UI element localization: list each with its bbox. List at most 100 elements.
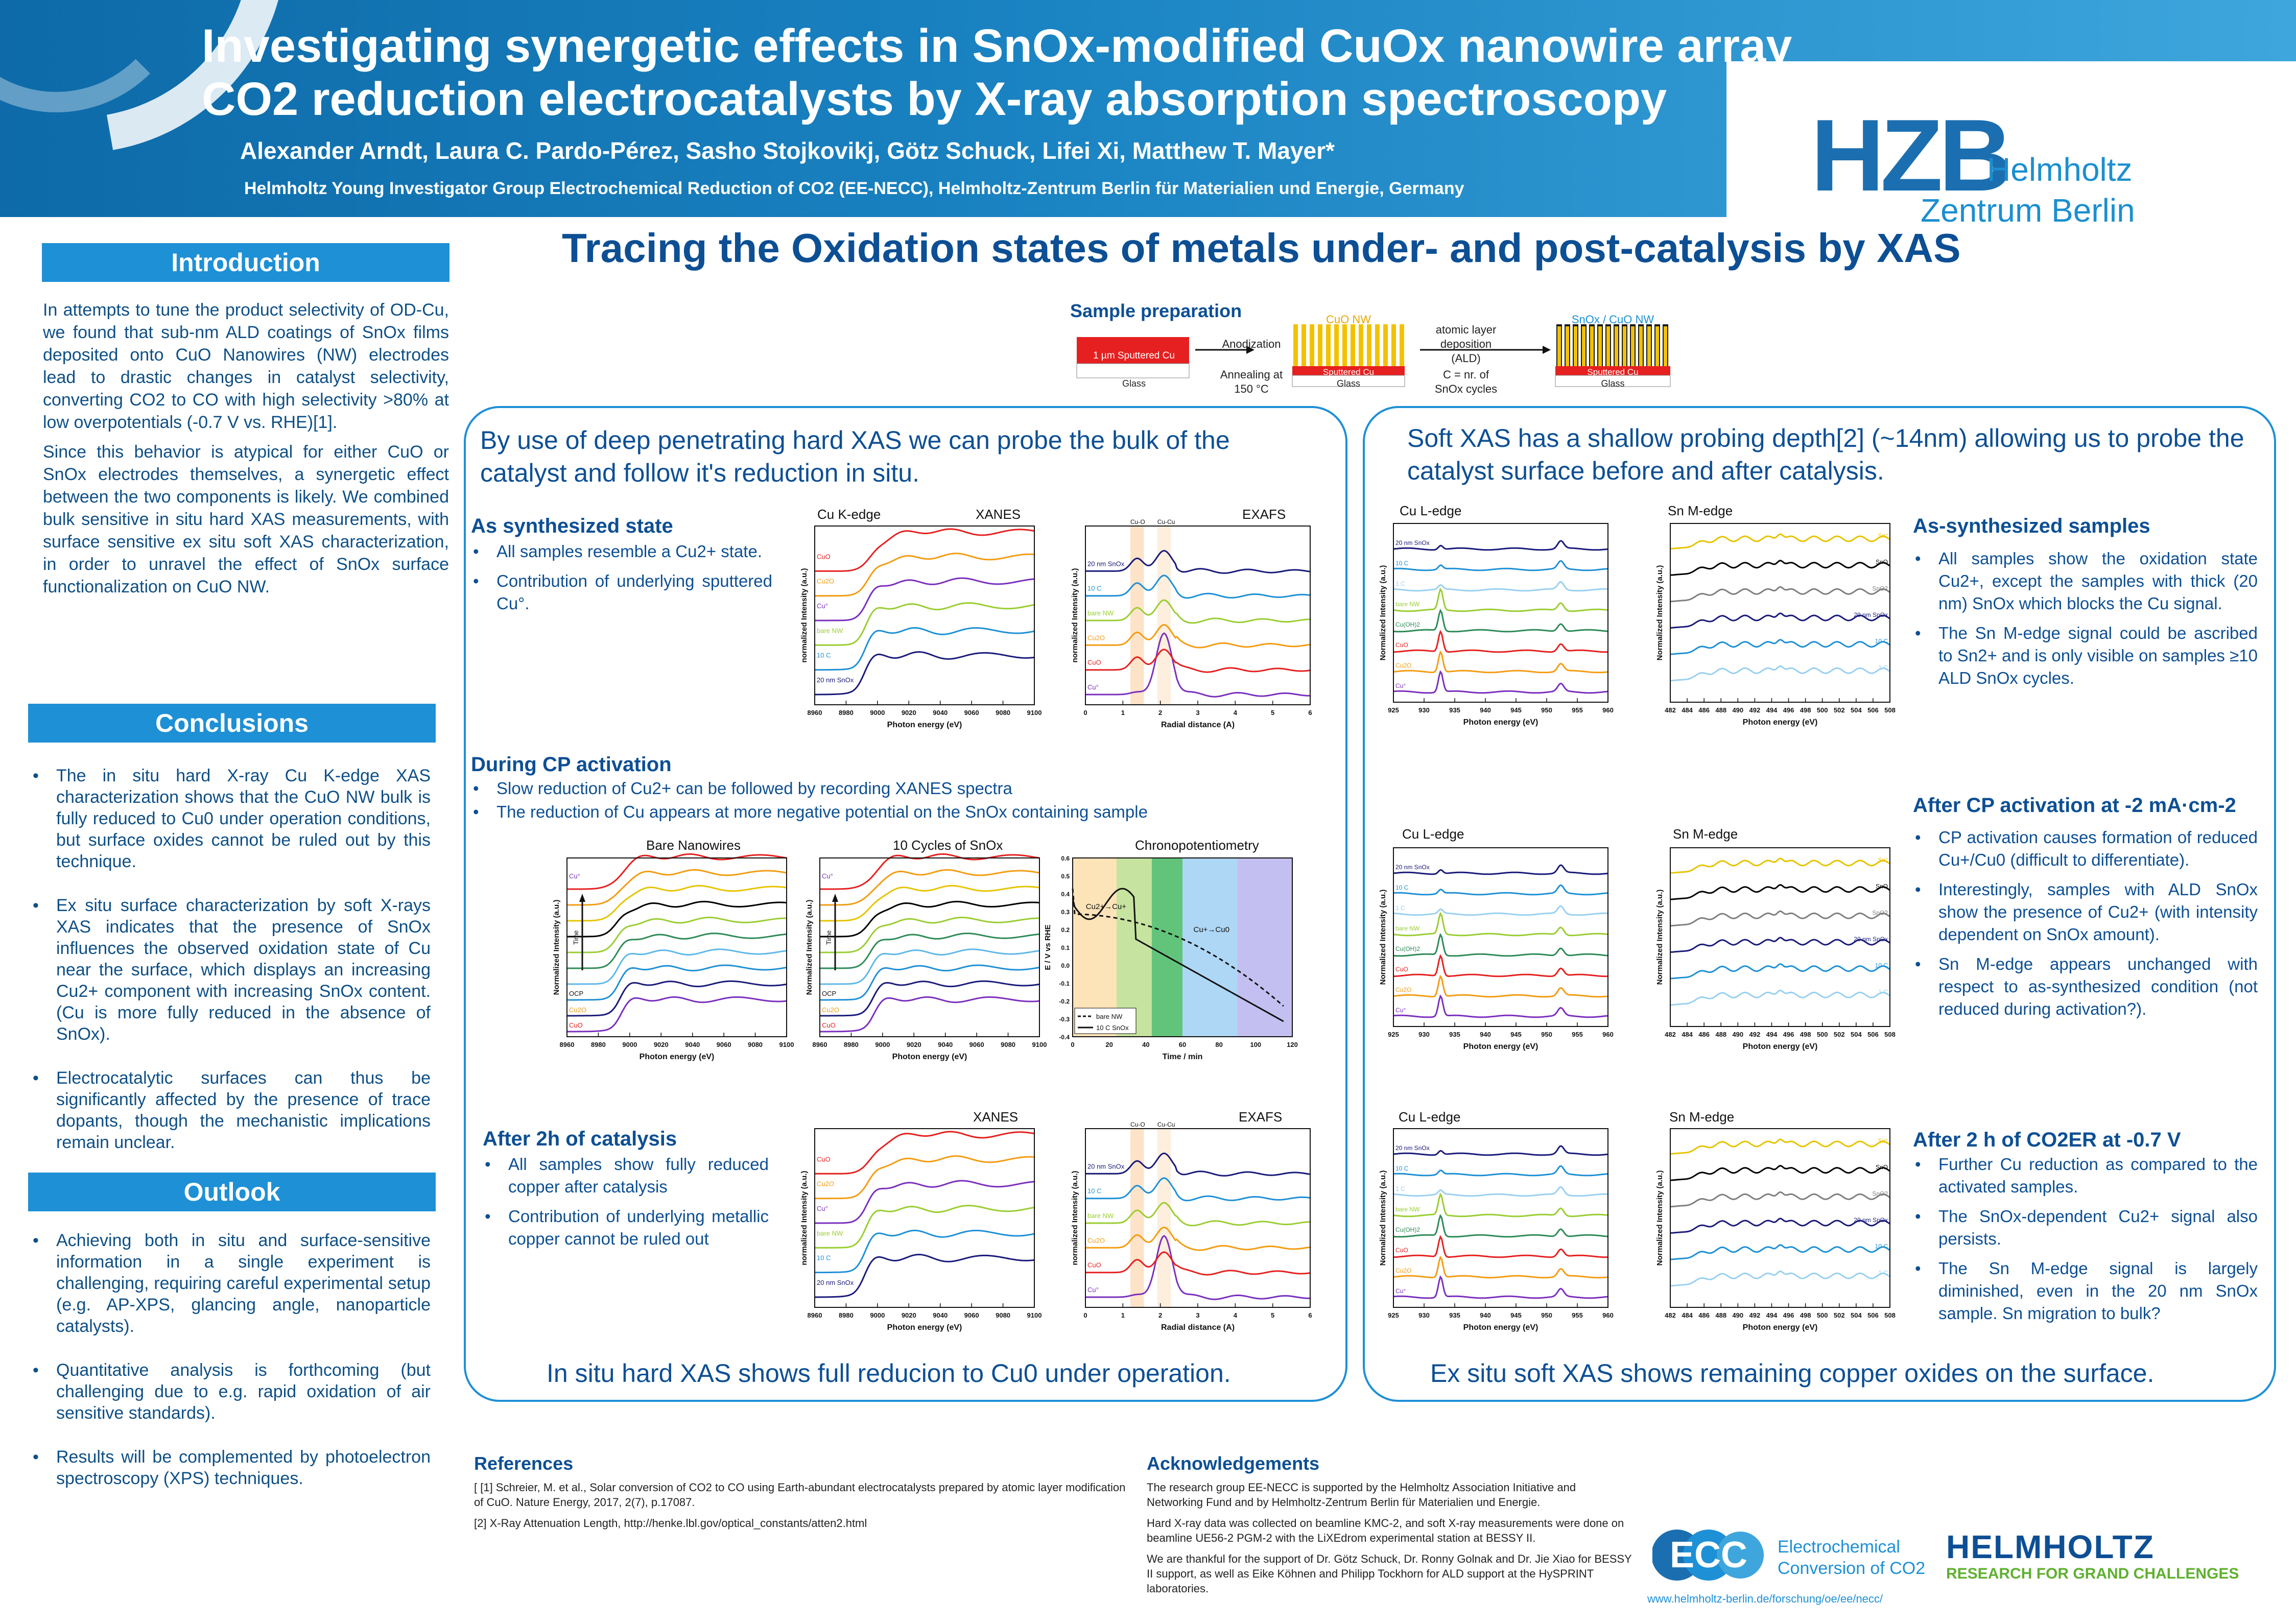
spectrum-line (815, 1180, 1035, 1224)
series-label: 1 C (1395, 580, 1405, 587)
xanes-after-plot: 20 nm SnOx 10 C bare NW Cu° Cu2O CuO 8960 8980 9… (800, 1128, 1042, 1332)
spectrum-line (1393, 912, 1608, 937)
x-tick-label: 500 (1817, 1311, 1828, 1319)
series-label: SnO (1876, 559, 1888, 566)
spectrum-line (1670, 963, 1890, 980)
series-label: Cu2O (1395, 986, 1411, 993)
x-tick-label: 484 (1682, 1031, 1693, 1038)
x-tick-label: 8980 (839, 1311, 854, 1319)
x-tick-label: 490 (1732, 1311, 1743, 1319)
cp-item: Slow reduction of Cu2+ can be followed b… (471, 777, 1314, 800)
conclusion-item: Electrocatalytic surfaces can thus be si… (30, 1067, 431, 1153)
y-tick-label: 0.2 (1061, 926, 1070, 934)
spectrum-line (1085, 632, 1311, 698)
cu-cu-band (1157, 1129, 1171, 1307)
soft-after-list: Further Cu reduction as compared to the … (1913, 1153, 2258, 1332)
plot-frame (566, 857, 787, 1037)
spectrum-line (1393, 587, 1608, 612)
series-label: Cu° (1395, 1287, 1406, 1295)
cu-l-edge-cp-plot: 20 nm SnOx 10 C 1 C bare NW Cu(OH)2 CuO Cu2O Cu… (1379, 847, 1614, 1051)
nanowire (1367, 324, 1371, 366)
x-tick-label: 1 (1121, 709, 1125, 717)
plot-frame (1670, 1128, 1890, 1308)
prep-label-anodization: Anodization (1222, 338, 1281, 350)
prep-label-cycles: C = nr. of SnOx cycles (1434, 368, 1498, 395)
x-tick-label: 8980 (839, 709, 854, 717)
series-label: OCP (569, 990, 583, 997)
series-label: CuO (822, 1021, 836, 1029)
x-tick-label: 9000 (870, 709, 885, 717)
legend-label: 10 C SnOx (1096, 1024, 1129, 1032)
series-label: Cu2O (1087, 634, 1105, 641)
x-axis-label: Time / min (1163, 1053, 1203, 1061)
soft-cp-heading: After CP activation at -2 mA·cm-2 (1913, 794, 2236, 817)
x-tick-label: 8980 (844, 1041, 859, 1048)
x-tick-label: 482 (1665, 1031, 1676, 1038)
spectrum-line (1393, 974, 1608, 998)
y-tick-label: -0.3 (1059, 1016, 1070, 1023)
spectrum-line (820, 900, 1040, 938)
helmholtz-tagline: RESEARCH FOR GRAND CHALLENGES (1946, 1565, 2239, 1582)
x-tick-label: 120 (1287, 1041, 1298, 1048)
series-label: 20 nm SnOx (1854, 611, 1888, 618)
nanowire (1590, 326, 1594, 366)
as-synth-item: All samples resemble a Cu2+ state. (471, 540, 772, 563)
x-tick-label: 9000 (875, 1041, 890, 1048)
spectrum-line (1393, 1192, 1608, 1217)
hzb-logo: HZB (1811, 99, 2013, 212)
introduction-para1: In attempts to tune the product selectiv… (43, 300, 449, 432)
reference-2: [2] X-Ray Attenuation Length, http://hen… (474, 1517, 867, 1530)
spectrum-line (567, 980, 787, 1017)
spectrum-line (567, 869, 787, 906)
xanes-10c-plot: Cu° OCP Cu2O CuO Time 8960 8980 9000 9020 9040 906… (805, 853, 1047, 1061)
caption-sn-m-edge: Sn M-edge (1668, 503, 1733, 518)
spectrum-line (820, 996, 1040, 1033)
caption-10-cycles: 10 Cycles of SnOx (893, 838, 1003, 853)
spectrum-line (567, 933, 787, 969)
nanowire (1400, 324, 1404, 366)
spectrum-line (815, 1131, 1035, 1175)
y-axis-label: normalized Intensity (a.u.) (800, 1171, 809, 1265)
y-tick-label: -0.2 (1059, 998, 1070, 1005)
glass-layer (1076, 363, 1190, 378)
spectrum-line (1085, 1251, 1311, 1276)
x-tick-label: 9000 (622, 1041, 637, 1048)
y-axis-label: normalized Intensity (a.u.) (800, 568, 809, 662)
phase-band (1117, 858, 1152, 1037)
nanowire (1615, 326, 1618, 366)
series-label: bare NW (1087, 609, 1114, 617)
x-tick-label: 498 (1800, 1031, 1811, 1038)
x-tick-label: 960 (1602, 1031, 1614, 1038)
x-tick-label: 484 (1682, 706, 1693, 714)
ecc-logo-text: ECC (1670, 1535, 1747, 1575)
x-axis-label: Photon energy (eV) (887, 1323, 962, 1332)
series-label: bare NW (817, 1229, 843, 1237)
outlook-item: Achieving both in situ and surface-sensi… (30, 1230, 431, 1337)
website-link[interactable]: www.helmholtz-berlin.de/forschung/oe/ee/… (1647, 1592, 1883, 1605)
x-tick-label: 498 (1800, 1311, 1811, 1319)
x-tick-label: 945 (1510, 1311, 1522, 1319)
spectrum-line (567, 964, 787, 1001)
series-label: SnO2 (1872, 585, 1888, 592)
x-axis-label: Photon energy (eV) (892, 1053, 967, 1061)
cp-heading: During CP activation (471, 753, 672, 776)
series-label: CuO (817, 553, 831, 560)
caption-cu-l-edge: Cu L-edge (1399, 1109, 1461, 1125)
x-tick-label: 508 (1884, 706, 1896, 714)
x-tick-label: 482 (1665, 706, 1676, 714)
series-label: 1 C (1878, 664, 1888, 671)
reference-1: [ [1] Schreier, M. et al., Solar convers… (474, 1481, 1126, 1509)
x-tick-label: 9080 (748, 1041, 763, 1048)
series-label: Cu2O (1087, 1236, 1105, 1244)
x-tick-label: 3 (1196, 1311, 1199, 1319)
introduction-text: In attempts to tune the product selectiv… (43, 299, 449, 605)
spectrum-line (1670, 586, 1890, 603)
soft-as-synth-item: All samples show the oxidation state Cu2… (1913, 547, 2258, 615)
series-label: 10 C (1875, 638, 1888, 645)
x-axis-label: Photon energy (eV) (1743, 1042, 1818, 1051)
spectrum-line (1670, 989, 1890, 1006)
x-tick-label: 9020 (654, 1041, 669, 1048)
spectrum-line (1670, 1191, 1890, 1208)
nanowire (1631, 326, 1635, 366)
nanowire (1557, 326, 1561, 366)
